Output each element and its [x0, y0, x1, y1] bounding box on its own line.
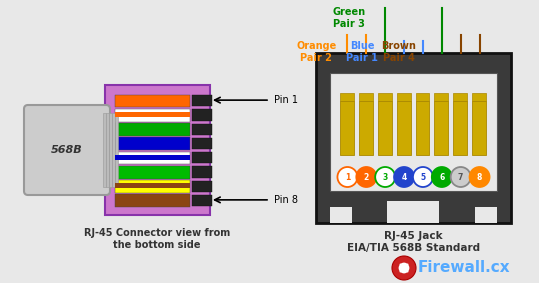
Bar: [115, 109, 190, 121]
Circle shape: [392, 256, 416, 280]
Bar: [330, 73, 497, 191]
Circle shape: [432, 167, 452, 187]
Bar: [115, 151, 190, 164]
Bar: [397, 93, 411, 101]
Text: Orange
Pair 2: Orange Pair 2: [296, 41, 336, 63]
Circle shape: [337, 167, 357, 187]
Bar: [472, 93, 486, 101]
Bar: [378, 93, 392, 101]
Text: 4: 4: [402, 173, 407, 181]
Bar: [115, 194, 190, 207]
Text: Firewall.cx: Firewall.cx: [418, 260, 510, 275]
Bar: [112, 113, 114, 187]
Bar: [434, 101, 448, 155]
Bar: [387, 201, 439, 223]
Bar: [115, 180, 190, 193]
Text: Pin 8: Pin 8: [274, 195, 298, 205]
Text: 8: 8: [477, 173, 482, 181]
Bar: [472, 101, 486, 155]
Text: 5: 5: [420, 173, 425, 181]
Bar: [115, 113, 118, 187]
Text: 568B: 568B: [51, 145, 83, 155]
Text: 7: 7: [458, 173, 464, 181]
Text: 2: 2: [364, 173, 369, 181]
FancyBboxPatch shape: [24, 105, 110, 195]
Circle shape: [399, 263, 410, 273]
Bar: [115, 155, 190, 160]
Bar: [359, 101, 373, 155]
Bar: [192, 181, 212, 192]
Bar: [105, 85, 210, 215]
Text: Green
Pair 3: Green Pair 3: [333, 7, 366, 29]
Bar: [340, 101, 354, 155]
Circle shape: [394, 167, 414, 187]
Text: RJ-45 Connector view from: RJ-45 Connector view from: [84, 228, 230, 238]
Bar: [475, 207, 497, 223]
Text: the bottom side: the bottom side: [113, 240, 201, 250]
Bar: [192, 95, 212, 106]
Text: 3: 3: [383, 173, 388, 181]
Bar: [453, 93, 467, 101]
Text: 6: 6: [439, 173, 445, 181]
Bar: [192, 166, 212, 177]
Text: Pin 1: Pin 1: [274, 95, 298, 105]
Bar: [434, 93, 448, 101]
Circle shape: [413, 167, 433, 187]
Bar: [192, 109, 212, 121]
Bar: [115, 95, 190, 107]
Text: Blue
Pair 1: Blue Pair 1: [346, 41, 378, 63]
Text: RJ-45 Jack: RJ-45 Jack: [384, 231, 443, 241]
Bar: [397, 101, 411, 155]
Bar: [103, 113, 106, 187]
Bar: [453, 101, 467, 155]
Text: EIA/TIA 568B Standard: EIA/TIA 568B Standard: [347, 243, 480, 253]
Bar: [115, 166, 190, 179]
Bar: [106, 113, 108, 187]
Bar: [192, 123, 212, 135]
Bar: [115, 183, 190, 188]
Bar: [359, 93, 373, 101]
Bar: [192, 152, 212, 163]
Bar: [115, 137, 190, 150]
Bar: [416, 93, 430, 101]
Bar: [192, 195, 212, 206]
Bar: [192, 138, 212, 149]
Bar: [378, 101, 392, 155]
Bar: [109, 113, 112, 187]
Circle shape: [375, 167, 395, 187]
Circle shape: [469, 167, 489, 187]
Bar: [340, 93, 354, 101]
Text: Brown
Pair 4: Brown Pair 4: [382, 41, 416, 63]
Bar: [115, 123, 190, 136]
Circle shape: [356, 167, 376, 187]
Text: 1: 1: [345, 173, 350, 181]
Bar: [115, 112, 190, 117]
Bar: [316, 53, 511, 223]
Bar: [330, 207, 352, 223]
Bar: [416, 101, 430, 155]
Circle shape: [451, 167, 471, 187]
